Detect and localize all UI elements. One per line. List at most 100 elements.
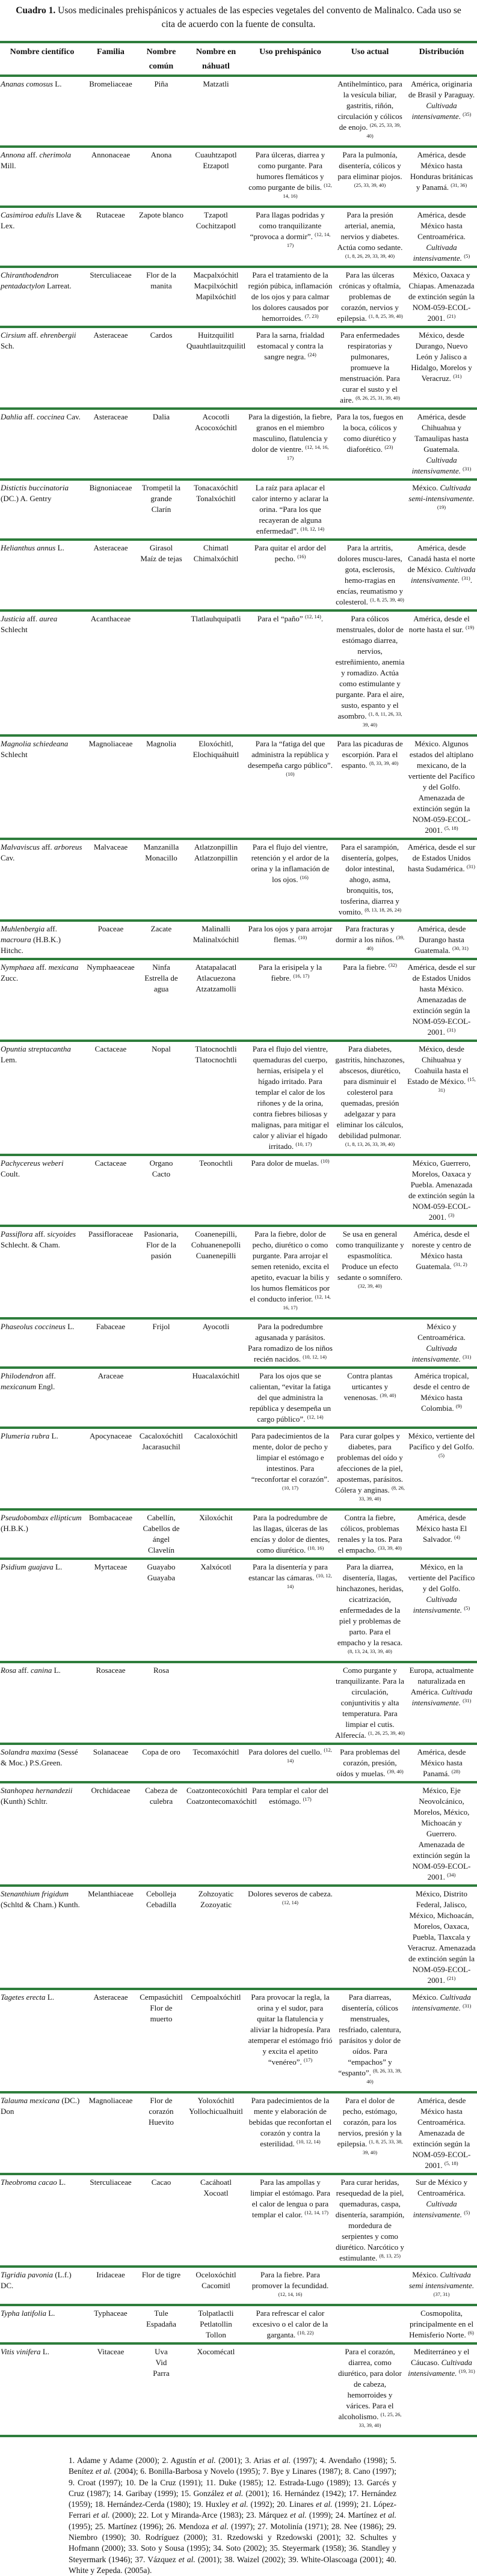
cell-cientifico: Pachycereus weberi Coult. [0,1155,84,1227]
citation-refs: (39, 40) [366,934,405,951]
cell-actual: Para curar heridas, resequedad de la pie… [334,2174,406,2268]
italic-segment: Passiflora [1,1229,33,1238]
cell-cientifico: Magnolia schiedeana Schlecht [0,735,84,840]
text-segment: Para la artritis, dolores muscu-lares, g… [336,543,404,606]
citation-refs: (31) [447,1027,456,1033]
cell-distribucion: México, Oaxaca y Chiapas. Amenazada de e… [406,267,477,328]
italic-segment: Chiranthodendron pentadactylon [1,270,59,290]
text-segment: Para el sarampión, disentería, golpes, d… [338,842,399,916]
cell-comun: Magnolia [137,735,185,840]
text-segment: aff. [39,842,54,851]
citation-refs: (31) [463,2003,472,2009]
cell-distribucion: América tropical, desde el centro de Méx… [406,1368,477,1429]
cell-cientifico: Cirsium aff. ehrenbergii Sch. [0,327,84,410]
text-segment: América, originaria de Brasil y Paraguay… [408,79,475,99]
cell-familia: Iridaceae [84,2267,137,2306]
cell-actual: Para problemas del corazón, presión, oíd… [334,1744,406,1783]
citation-refs: (10, 17) [282,1485,298,1491]
text-segment: México, desde Chihuahua y Coahuila hasta… [407,1044,469,1086]
cell-prehispanico: Para la sarna, frialdad estomacal y cont… [247,327,334,410]
cell-nahuatl: Atlatzonpillin Atlatzonpillin [185,839,247,922]
text-segment: Schlecht. & Cham. [1,1240,60,1249]
text-segment: América, desde Durango hasta Guatemala. [414,924,466,955]
text-segment: aff. [43,1371,56,1380]
citation-refs: (19) [466,624,475,630]
cell-cientifico: Phaseolus coccineus L. [0,1318,84,1369]
text-segment: . [458,112,463,121]
cell-actual [334,1318,406,1369]
cell-cientifico: Distictis buccinatoria (DC.) A. Gentry [0,480,84,541]
citation-refs: (28) [451,1768,460,1774]
citation-refs: (12, 14, 16, 17) [286,444,329,461]
italic-segment: et al. [274,2456,291,2465]
italic-segment: Cultivada intensivamente. [413,243,463,263]
text-segment: Para el “paño” [257,614,305,623]
citation-refs: (8, 26, 33, 39, 40) [359,1485,405,1502]
cell-distribucion: América, desde México hasta Centroaméric… [406,2092,477,2175]
table-row: Plumeria rubra L. Apocynaceae Cacaloxóchit… [0,1428,477,1511]
cell-comun: Cacao [137,2174,185,2268]
cell-actual: Antihelmíntico, para la vesícula biliar,… [334,76,406,148]
text-segment: México, Distrito Federal, Jalisco, Méxic… [407,1889,476,1985]
italic-segment: macroura [1,935,31,944]
text-segment: México, desde Durango, Nuevo León y Jali… [411,330,472,383]
text-segment: (1997); 4. Avendaño (1998); 5. Benítez [69,2456,396,2476]
cell-nahuatl: Tlatocnochtli Tlatocnochtli [185,1041,247,1156]
text-segment: América, desde México hasta Centroaméric… [412,2096,471,2170]
citation-refs: (12, 14, 16) [283,182,332,199]
cell-distribucion: América, originaria de Brasil y Paraguay… [406,76,477,148]
cell-comun: Ninfa Estrella de agua [137,959,185,1042]
cell-familia: Cactaceae [84,1041,137,1156]
citation-refs: (16) [297,553,306,559]
table-row: Philodendron aff. mexicanum Engl. Araceae… [0,1368,477,1429]
cell-comun: Piña [137,76,185,148]
cell-actual: Para el dolor de pecho, estómago, corazó… [334,2092,406,2175]
text-segment: Para el flujo del vientre, retención y e… [251,842,330,884]
cell-cientifico: Rosa aff. canina L. [0,1662,84,1745]
text-segment: Se usa en general como tranquilizante y … [336,1229,404,1282]
cell-nahuatl: Teonochtli [185,1155,247,1227]
cell-nahuatl: Ayocotli [185,1318,247,1369]
cell-prehispanico: Para úlceras, diarrea y como purgante. P… [247,147,334,208]
text-segment: Dolores severos de cabeza. [248,1889,333,1898]
citation-refs: (5) [464,1605,470,1611]
citation-refs: (31, 36) [451,182,467,188]
citation-refs: (24) [307,352,316,358]
cell-comun: Cardos [137,327,185,410]
cell-nahuatl: Tecomaxóchitl [185,1744,247,1783]
text-segment: aff. [32,1229,48,1238]
text-segment: Para la podredumbre de las llagas, úlcer… [250,1513,330,1554]
cell-cientifico: Stenanthium frigidum (Schltd & Cham.) Ku… [0,1886,84,1990]
cell-familia: Asteraceae [84,1989,137,2093]
cell-familia: Acanthaceae [84,611,137,737]
cell-nahuatl: Zohzoyatic Zozoyatic [185,1886,247,1990]
cell-actual: Para las picaduras de escorpión. Para el… [334,735,406,840]
text-segment: México, vertiente del Pacífico y del Gol… [408,1431,475,1451]
citation-refs: (5, 18) [444,2160,458,2166]
text-segment: Para enfermedades respiratorias y pulmon… [340,330,400,404]
citation-refs: (10) [321,1158,330,1164]
cell-cientifico: Vitis vinifera L. [0,2343,84,2437]
cell-prehispanico [247,1662,334,1745]
table-row: Distictis buccinatoria (DC.) A. Gentry Bi… [0,480,477,541]
italic-segment: et al. [211,2521,229,2531]
table-body: Ananas comosus L. Bromeliaceae Piña Matzatl… [0,76,477,2437]
cell-cientifico: Dahlia aff. coccinea Cav. [0,409,84,481]
italic-segment: canina [30,1666,52,1675]
cell-prehispanico: Para los ojos y para arrojar flemas. (10… [247,921,334,960]
caption-text: Usos medicinales prehispánicos y actuale… [55,5,461,29]
cell-nahuatl: Macpalxóchitl Macpilxóchitl Mapilxóchitl [185,267,247,328]
italic-segment: sicyoides [47,1229,76,1238]
cell-comun: Flor de la manita [137,267,185,328]
cell-actual [334,2305,406,2345]
cell-familia: Orchidaceae [84,1782,137,1887]
cell-prehispanico: Para las ampollas y limpiar el estómago.… [247,2174,334,2268]
citation-refs: (1, 25, 26, 33, 39, 40) [359,2411,402,2428]
citation-refs: (3) [448,1212,455,1218]
citation-refs: (19) [437,504,446,510]
cell-distribucion: México, Guerrero, Morelos, Oaxaca y Pueb… [406,1155,477,1227]
table-row: Theobroma cacao L. Sterculiaceae Cacao Cacá… [0,2174,477,2268]
cell-prehispanico [247,76,334,148]
cell-nahuatl: Acocotli Acocoxóchitl [185,409,247,481]
cell-distribucion: Mediterráneo y el Cáucaso. Cultivada int… [406,2343,477,2437]
